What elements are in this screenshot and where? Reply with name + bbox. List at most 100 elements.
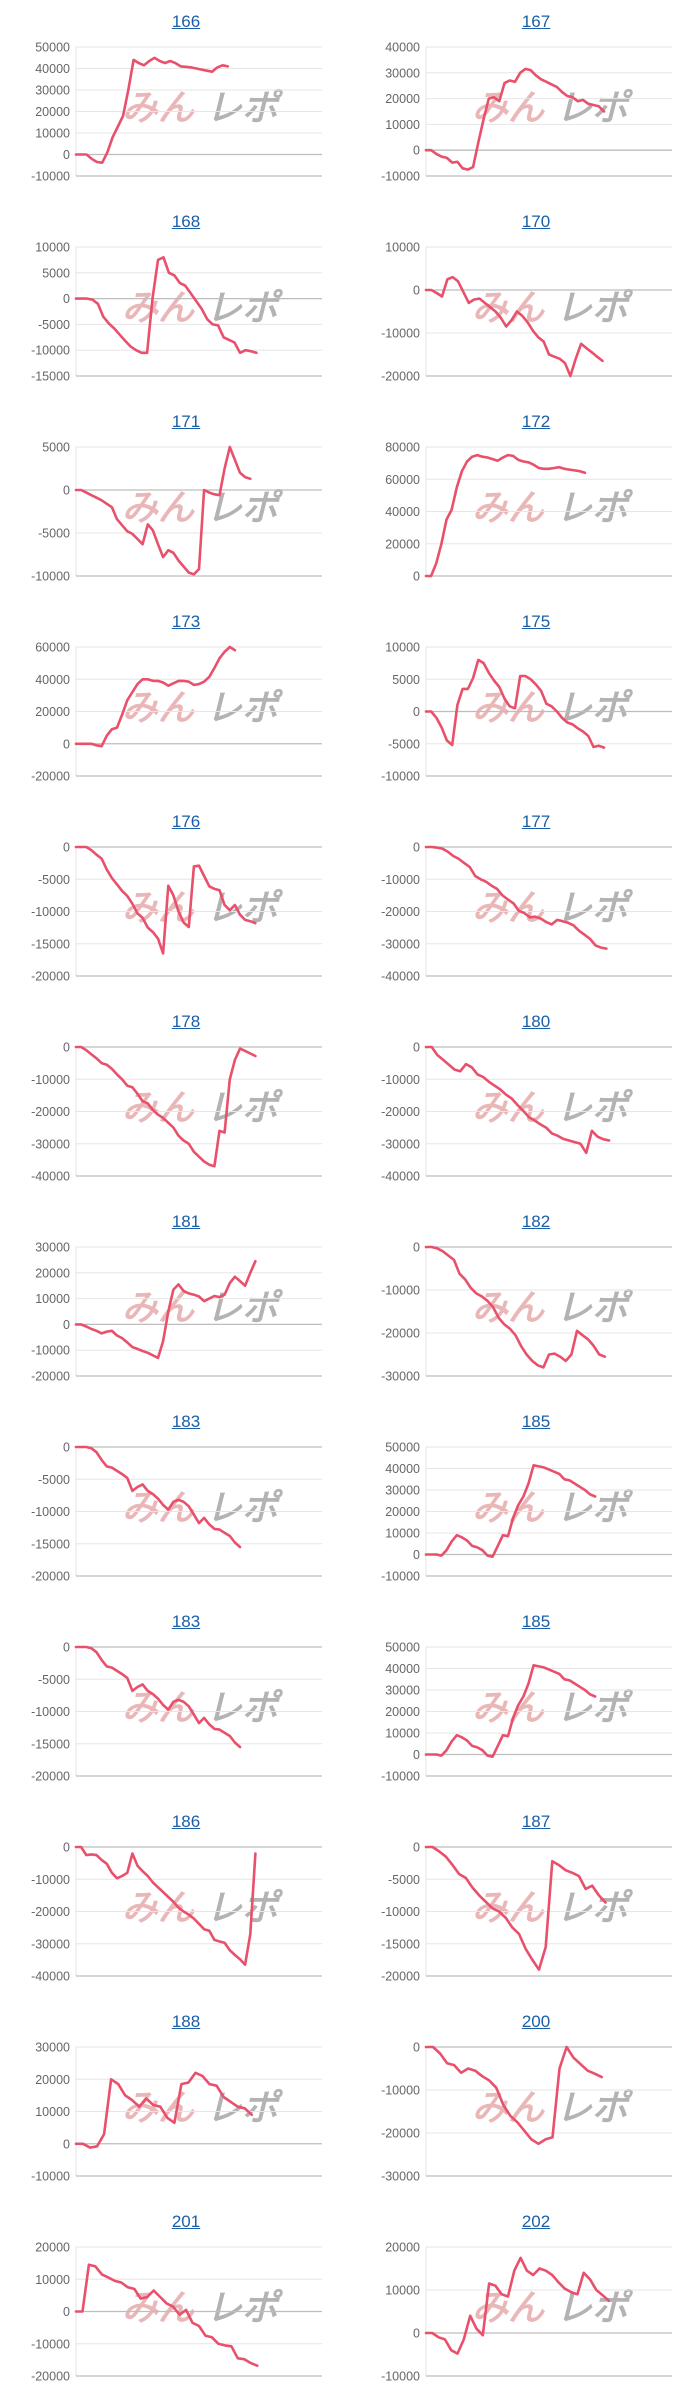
watermark-logo: みん レポ [472, 1288, 634, 1329]
chart-title-link[interactable]: 178 [171, 1012, 201, 1031]
y-tick-label: 0 [63, 1841, 70, 1855]
line-chart: みん レポ 0 -10000 -20000 -30000 -40000 [31, 1041, 322, 1184]
y-tick-label: -10000 [31, 344, 70, 358]
y-tick-label: 10000 [35, 2273, 70, 2287]
chart-panel-187: みん レポ 0 -5000 -10000 -15000 -20000 187 [350, 1800, 700, 2000]
chart-title-link[interactable]: 171 [171, 412, 201, 431]
chart-title-link[interactable]: 185 [521, 1412, 551, 1431]
chart-title-link[interactable]: 170 [521, 212, 551, 231]
y-tick-label: 60000 [385, 473, 420, 487]
series-line [424, 658, 606, 749]
chart-title-link[interactable]: 185 [521, 1612, 551, 1631]
y-tick-label: -10000 [31, 1344, 70, 1358]
y-tick-label: 0 [63, 1318, 70, 1332]
y-tick-label: 30000 [385, 1684, 420, 1698]
line-chart: みん レポ0-5000-10000-15000-20000 [31, 841, 322, 984]
y-tick-label: -5000 [38, 318, 70, 332]
watermark-part2: レポ [556, 288, 634, 329]
y-tick-label: -10000 [381, 873, 420, 887]
y-tick-label: -15000 [31, 937, 70, 951]
y-tick-label: 50000 [385, 1641, 420, 1655]
series-line [74, 2071, 253, 2149]
y-tick-label: 10000 [385, 641, 420, 655]
y-tick-label: 0 [413, 1548, 420, 1562]
y-tick-label: -10000 [31, 1073, 70, 1087]
y-tick-label: -5000 [388, 1873, 420, 1887]
watermark-part1: みん [472, 688, 545, 729]
line-chart: みん レポ 10000 5000 0 -5000 -10000 [381, 641, 672, 784]
line-chart: みん レポ 50000 40000 30000 20000 10000 0 -10000 [381, 1441, 672, 1584]
y-tick-label: 20000 [35, 705, 70, 719]
chart-title-link[interactable]: 201 [171, 2212, 201, 2231]
y-tick-label: -20000 [381, 905, 420, 919]
chart-title-link[interactable]: 181 [171, 1212, 201, 1231]
chart-title-link[interactable]: 202 [521, 2212, 551, 2231]
chart-title-link[interactable]: 188 [171, 2012, 201, 2031]
series-line [74, 845, 257, 955]
y-tick-label: 0 [413, 2041, 420, 2055]
y-tick-label: 0 [63, 841, 70, 855]
chart-title-link[interactable]: 186 [171, 1812, 201, 1831]
y-tick-label: 40000 [35, 673, 70, 687]
chart-title-link[interactable]: 175 [521, 612, 551, 631]
watermark-part2: レポ [206, 1888, 284, 1929]
watermark-part2: レポ [556, 1688, 634, 1729]
line-chart: みん レポ 0 -10000 -20000 -30000 -40000 [381, 841, 672, 984]
chart-panel-182: みん レポ 0 -10000 -20000 -30000 182 [350, 1200, 700, 1400]
chart-panel-183: みん レポ 0 -5000 -10000 -15000 -20000 183 [0, 1400, 350, 1600]
watermark-logo: みん レポ [472, 1888, 634, 1929]
chart-title-link[interactable]: 166 [171, 12, 201, 31]
line-chart: みん レポ 10000 0 -10000 -20000 [381, 241, 672, 384]
y-tick-label: -10000 [381, 2370, 420, 2384]
chart-title-link[interactable]: 187 [521, 1812, 551, 1831]
line-chart: みん レポ 0 -10000 -20000 -30000 -40000 [381, 1041, 672, 1184]
chart-title-link[interactable]: 180 [521, 1012, 551, 1031]
y-tick-label: -30000 [381, 1370, 420, 1384]
watermark-logo: みん レポ [472, 888, 634, 929]
y-tick-label: 0 [413, 284, 420, 298]
watermark-logo: みん レポ [472, 2088, 634, 2129]
y-tick-label: -20000 [31, 2370, 70, 2384]
chart-title-link[interactable]: 177 [521, 812, 551, 831]
chart-title-link[interactable]: 168 [171, 212, 201, 231]
chart-panel-181: みん レポ 30000 20000 10000 0 -10000 -20000 181 [0, 1200, 350, 1400]
y-tick-label: -10000 [381, 170, 420, 184]
y-tick-label: -20000 [31, 970, 70, 984]
watermark-part2: レポ [206, 1488, 284, 1529]
chart-title-link[interactable]: 173 [171, 612, 201, 631]
watermark-part2: レポ [556, 1288, 634, 1329]
watermark-logo: みん レポ [472, 1088, 634, 1129]
watermark-part2: レポ [206, 688, 284, 729]
chart-title-link[interactable]: 183 [171, 1612, 201, 1631]
y-tick-label: -20000 [381, 370, 420, 384]
y-tick-label: 0 [63, 484, 70, 498]
chart-title-link[interactable]: 200 [521, 2012, 551, 2031]
y-tick-label: -20000 [381, 1970, 420, 1984]
watermark-logo: みん レポ [122, 1088, 284, 1129]
watermark-part2: レポ [556, 1088, 634, 1129]
line-chart: みん レポ 80000 60000 40000 20000 0 [385, 441, 672, 584]
chart-title-link[interactable]: 183 [171, 1412, 201, 1431]
series-line [74, 1645, 242, 1749]
y-tick-label: 30000 [35, 2041, 70, 2055]
watermark-part2: レポ [206, 288, 284, 329]
y-tick-label: -5000 [38, 1473, 70, 1487]
y-tick-label: -10000 [381, 1570, 420, 1584]
y-tick-label: 20000 [385, 2241, 420, 2255]
y-tick-label: -10000 [381, 327, 420, 341]
chart-title-link[interactable]: 172 [521, 412, 551, 431]
chart-title-link[interactable]: 176 [171, 812, 201, 831]
series-line [424, 1245, 607, 1369]
y-tick-label: -10000 [381, 1905, 420, 1919]
y-tick-label: 40000 [35, 62, 70, 76]
line-chart: みん レポ 0 -10000 -20000 -30000 [381, 1241, 672, 1384]
y-tick-label: -15000 [31, 1737, 70, 1751]
chart-title-link[interactable]: 182 [521, 1212, 551, 1231]
line-chart: みん レポ 40000 30000 20000 10000 0 -10000 [381, 41, 672, 184]
watermark-part1: みん [472, 488, 545, 529]
chart-title-link[interactable]: 167 [521, 12, 551, 31]
y-tick-label: -10000 [381, 2084, 420, 2098]
line-chart: みん レポ 60000 40000 20000 0 -20000 [31, 641, 322, 784]
y-tick-label: 20000 [385, 537, 420, 551]
chart-panel-172: みん レポ 80000 60000 40000 20000 0 172 [350, 400, 700, 600]
